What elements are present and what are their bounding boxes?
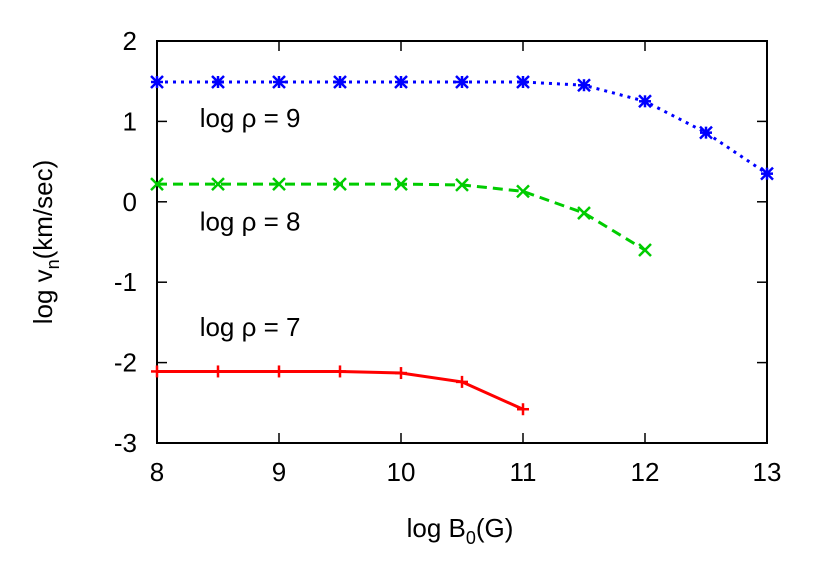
y-axis-label: log vn(km/sec) <box>28 160 63 325</box>
y-tick-label: -1 <box>114 267 137 297</box>
x-axis-label-sub: 0 <box>466 528 476 548</box>
data-point-marker <box>150 75 164 89</box>
series-layer <box>150 75 774 416</box>
series-1 <box>150 75 774 181</box>
x-tick-label: 11 <box>510 457 537 487</box>
y-tick-label: 2 <box>123 26 137 56</box>
series-2 <box>150 177 652 257</box>
data-point-marker <box>272 177 286 191</box>
data-point-marker <box>394 75 408 89</box>
data-point-marker <box>760 166 774 181</box>
y-tick-label: 0 <box>123 187 137 217</box>
annotation-label: log ρ = 8 <box>200 207 301 237</box>
y-tick-label: -3 <box>114 428 137 458</box>
y-axis-label-sub: n <box>43 259 63 269</box>
data-point-marker <box>333 177 347 191</box>
x-axis-label-tail: (G) <box>476 513 514 543</box>
x-axis-label-main: log B <box>407 513 466 543</box>
y-axis-label-tail: (km/sec) <box>28 160 58 260</box>
x-tick-label: 10 <box>387 457 416 487</box>
data-point-marker <box>211 75 225 89</box>
y-tick-label: -2 <box>114 348 137 378</box>
data-point-marker <box>456 375 468 388</box>
data-point-marker <box>151 365 163 378</box>
x-tick-label: 13 <box>753 457 782 487</box>
annotation-label: log ρ = 9 <box>200 103 301 133</box>
data-point-marker <box>577 206 591 220</box>
y-tick-label: 1 <box>123 106 137 136</box>
x-axis-label: log B0(G) <box>407 513 514 548</box>
x-tick-label: 9 <box>272 457 286 487</box>
data-point-marker <box>516 184 530 199</box>
data-point-marker <box>211 177 225 191</box>
data-point-marker <box>638 94 652 109</box>
data-point-marker <box>455 75 469 89</box>
annotations: log ρ = 9 log ρ = 8 log ρ = 7 <box>200 103 301 342</box>
data-point-marker <box>273 365 285 378</box>
data-point-marker <box>638 243 652 257</box>
x-tick-label: 12 <box>631 457 660 487</box>
x-tick-label: 8 <box>150 457 164 487</box>
data-point-marker <box>334 365 346 378</box>
data-point-marker <box>577 78 591 93</box>
y-axis-label-main: log v <box>28 269 58 324</box>
data-point-marker <box>150 177 164 191</box>
series-3 <box>151 365 529 416</box>
data-point-marker <box>516 75 530 89</box>
data-point-marker <box>212 365 224 378</box>
data-point-marker <box>333 75 347 89</box>
data-point-marker <box>394 177 408 191</box>
data-point-marker <box>517 403 529 416</box>
plot-frame <box>156 40 768 444</box>
data-point-marker <box>699 125 713 140</box>
data-point-marker <box>272 75 286 89</box>
annotation-label: log ρ = 7 <box>200 312 301 342</box>
data-point-marker <box>455 178 469 192</box>
data-point-marker <box>395 367 407 380</box>
